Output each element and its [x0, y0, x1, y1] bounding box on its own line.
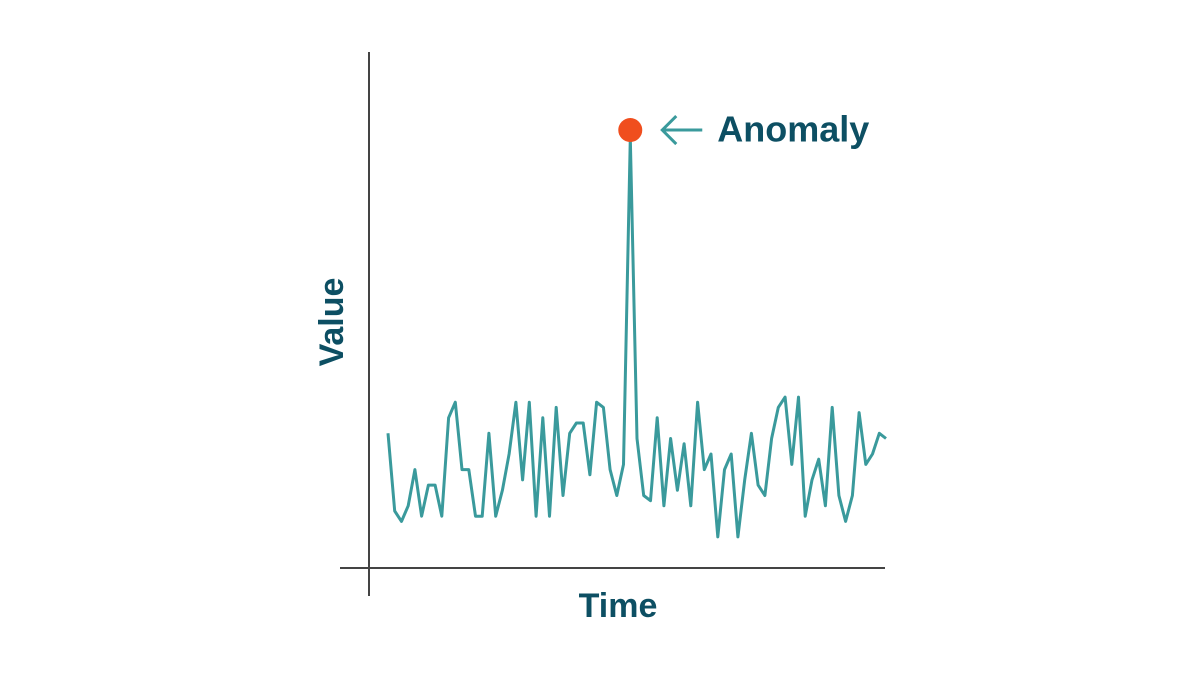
y-axis-label: Value [313, 278, 351, 367]
anomaly-label: Anomaly [717, 109, 869, 150]
anomaly-point [618, 118, 643, 143]
anomaly-arrow [660, 114, 703, 146]
data-line [386, 136, 887, 539]
x-axis-label: Time [579, 587, 658, 625]
